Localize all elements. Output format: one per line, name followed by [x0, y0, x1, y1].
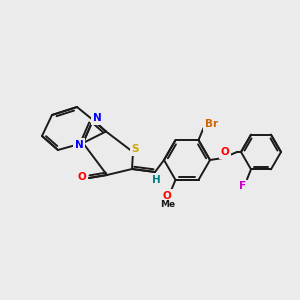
Text: O: O: [78, 172, 86, 182]
Text: H: H: [152, 175, 160, 185]
Text: Br: Br: [205, 119, 218, 129]
Text: O: O: [162, 191, 171, 201]
Text: O: O: [220, 147, 230, 157]
Text: Me: Me: [160, 200, 175, 209]
Text: N: N: [93, 113, 101, 123]
Text: F: F: [239, 181, 247, 191]
Text: S: S: [131, 144, 139, 154]
Text: N: N: [75, 140, 83, 150]
